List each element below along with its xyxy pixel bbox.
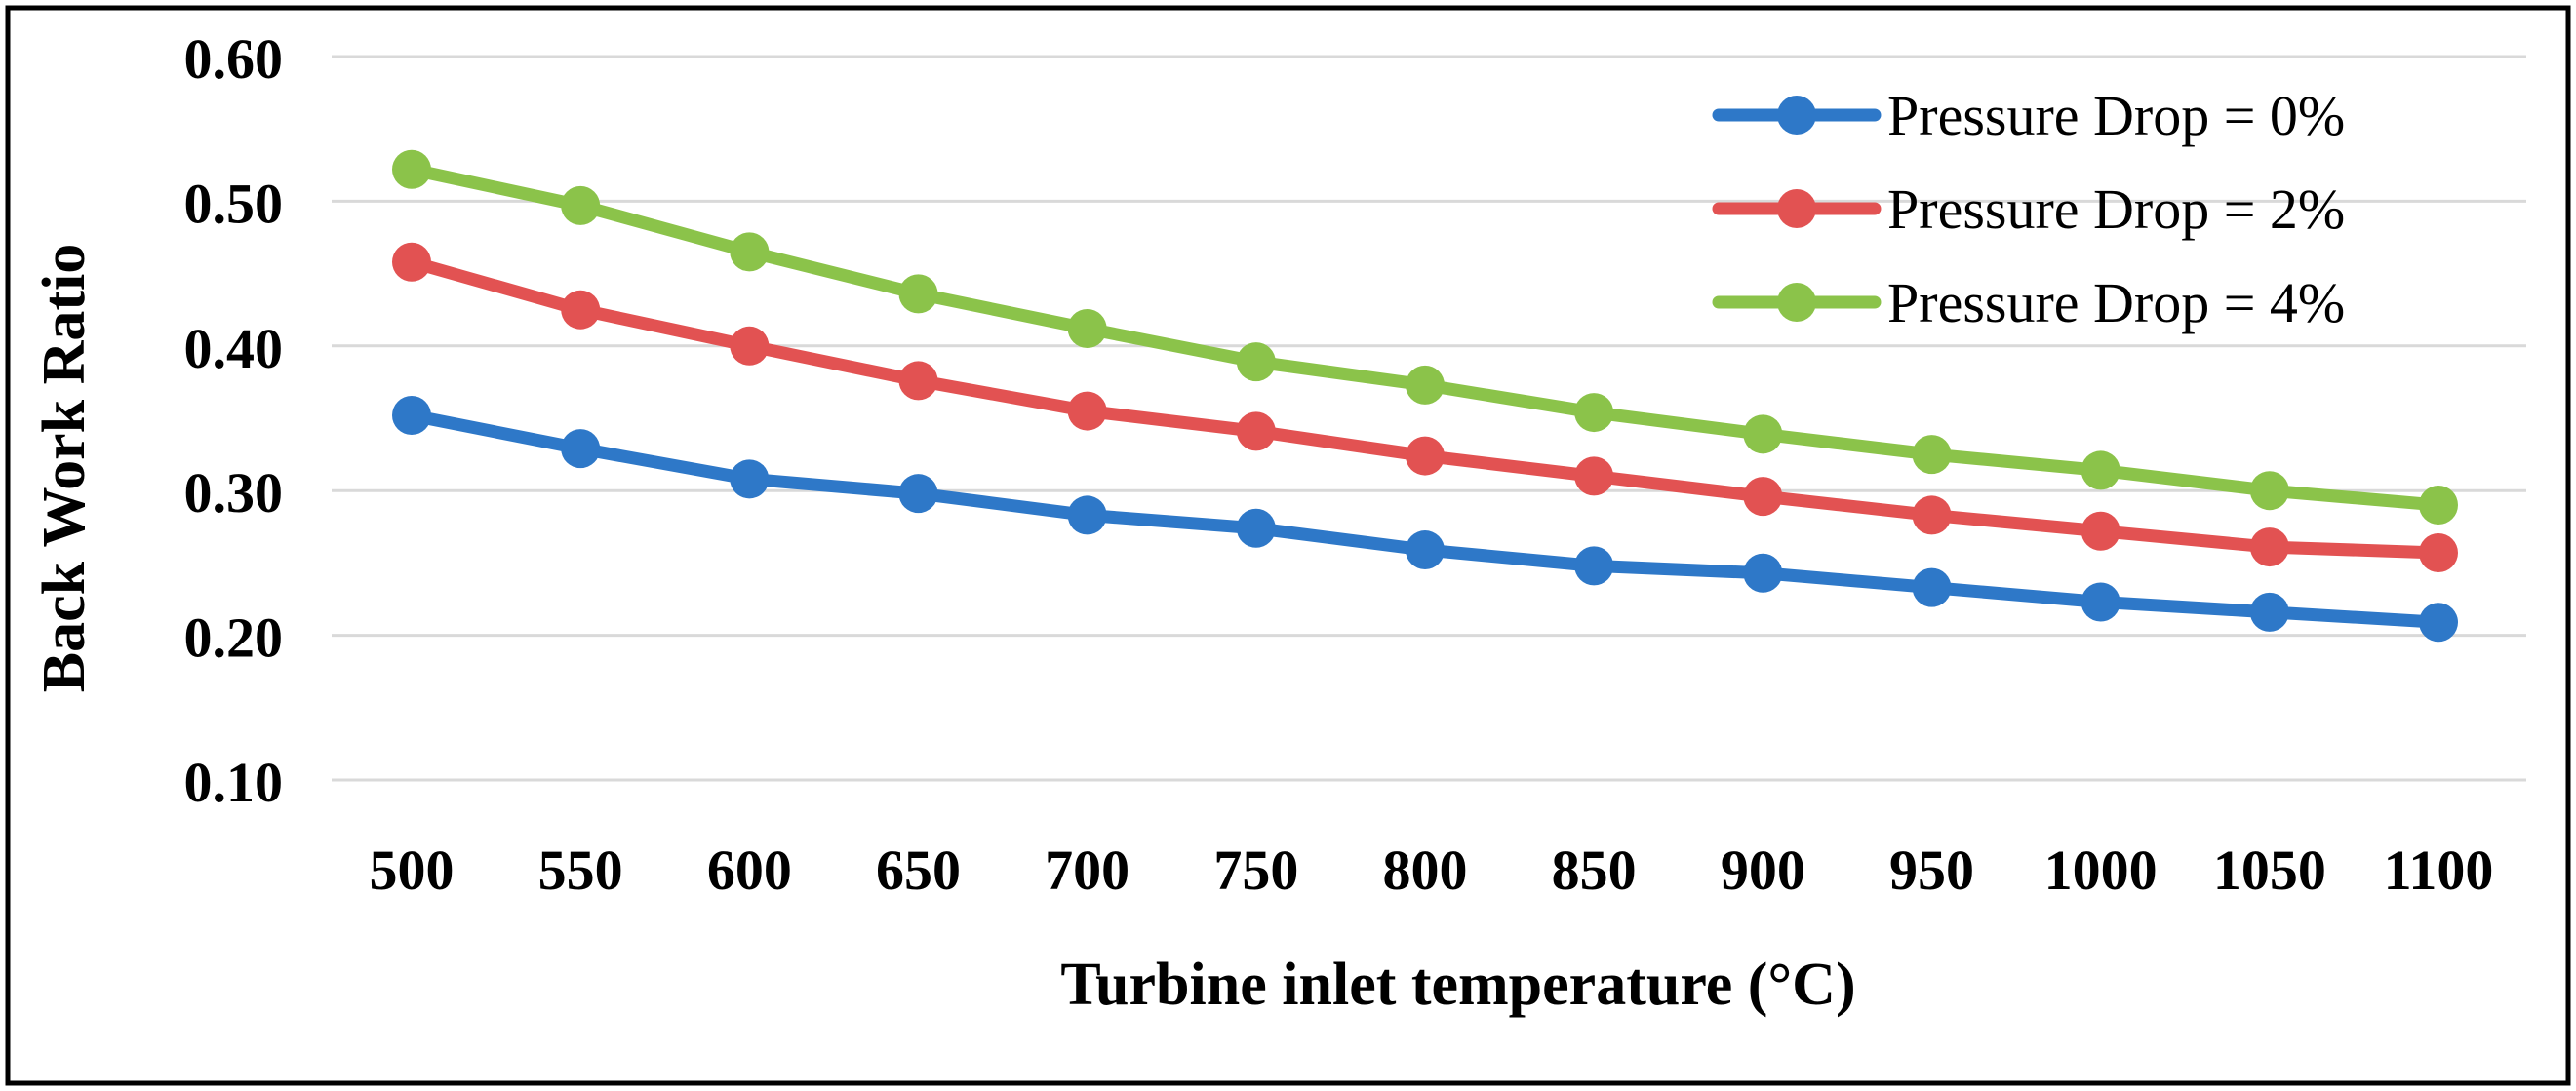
y-tick-label: 0.30 [184, 461, 284, 525]
data-point [2249, 471, 2289, 511]
series-2 [392, 149, 2458, 526]
series-0 [392, 396, 2458, 643]
data-point [2419, 603, 2458, 643]
y-tick-label: 0.50 [184, 172, 284, 235]
x-tick-label: 500 [370, 838, 455, 902]
data-point [2249, 592, 2289, 632]
x-tick-label: 1050 [2213, 838, 2326, 902]
legend-item: Pressure Drop = 0% [1712, 84, 2345, 147]
x-tick-label: 950 [1889, 838, 1974, 902]
data-point [730, 459, 770, 499]
y-axis-ticks: 0.10 0.20 0.30 0.40 0.50 0.60 [184, 27, 284, 814]
data-point [2081, 582, 2120, 622]
data-point [1406, 530, 1445, 570]
data-point [561, 185, 601, 225]
x-tick-label: 850 [1552, 838, 1637, 902]
data-point [2081, 511, 2120, 551]
data-point [898, 361, 938, 401]
legend-swatch-marker [1777, 96, 1816, 135]
data-point [2081, 450, 2120, 490]
legend-swatch-marker [1777, 283, 1816, 322]
x-tick-label: 650 [876, 838, 961, 902]
data-point [561, 429, 601, 469]
data-point [1236, 508, 1276, 548]
data-point [898, 274, 938, 314]
chart-border [5, 5, 2571, 1086]
x-tick-label: 700 [1045, 838, 1129, 902]
data-point [1743, 553, 1783, 593]
legend-swatch-marker [1777, 189, 1816, 228]
legend-item: Pressure Drop = 2% [1712, 177, 2345, 241]
data-point [1574, 456, 1614, 496]
data-point [730, 326, 770, 366]
data-point [1067, 495, 1107, 535]
y-tick-label: 0.60 [184, 27, 284, 91]
series-1 [392, 242, 2458, 573]
data-point [1912, 495, 1952, 535]
x-tick-label: 750 [1213, 838, 1298, 902]
data-point [730, 232, 770, 272]
legend-label: Pressure Drop = 4% [1887, 271, 2345, 334]
data-point [1912, 435, 1952, 475]
data-point [1406, 365, 1445, 405]
data-point [1912, 567, 1952, 607]
data-point [1067, 391, 1107, 431]
x-tick-label: 1100 [2384, 838, 2494, 902]
legend-label: Pressure Drop = 0% [1887, 84, 2345, 147]
gridlines [332, 55, 2526, 782]
data-point [1743, 477, 1783, 517]
data-point [392, 242, 431, 282]
x-tick-label: 550 [538, 838, 623, 902]
data-point [2419, 486, 2458, 526]
y-tick-label: 0.20 [184, 606, 284, 670]
x-axis-ticks: 500 550 600 650 700 750 800 850 900 950 1000 1050 11… [370, 838, 2494, 902]
x-tick-label: 1000 [2044, 838, 2158, 902]
data-point [392, 149, 431, 189]
data-point [1067, 308, 1107, 348]
x-tick-label: 900 [1721, 838, 1805, 902]
x-tick-label: 600 [707, 838, 792, 902]
data-point [1574, 546, 1614, 586]
data-point [898, 474, 938, 514]
data-point [2249, 527, 2289, 567]
data-point [1236, 411, 1276, 451]
data-point [392, 396, 431, 436]
data-point [561, 290, 601, 330]
legend-label: Pressure Drop = 2% [1887, 177, 2345, 241]
y-axis-label: Back Work Ratio [31, 244, 98, 692]
data-point [1574, 393, 1614, 433]
legend: Pressure Drop = 0% Pressure Drop = 2% Pres… [1712, 84, 2345, 334]
x-tick-label: 800 [1383, 838, 1468, 902]
x-axis-label: Turbine inlet temperature (°C) [1060, 952, 1855, 1018]
legend-item: Pressure Drop = 4% [1712, 271, 2345, 334]
y-tick-label: 0.10 [184, 751, 284, 814]
series-group [392, 149, 2458, 643]
data-point [1743, 414, 1783, 454]
y-tick-label: 0.40 [184, 317, 284, 380]
data-point [1236, 342, 1276, 382]
data-point [1406, 436, 1445, 476]
data-point [2419, 533, 2458, 573]
